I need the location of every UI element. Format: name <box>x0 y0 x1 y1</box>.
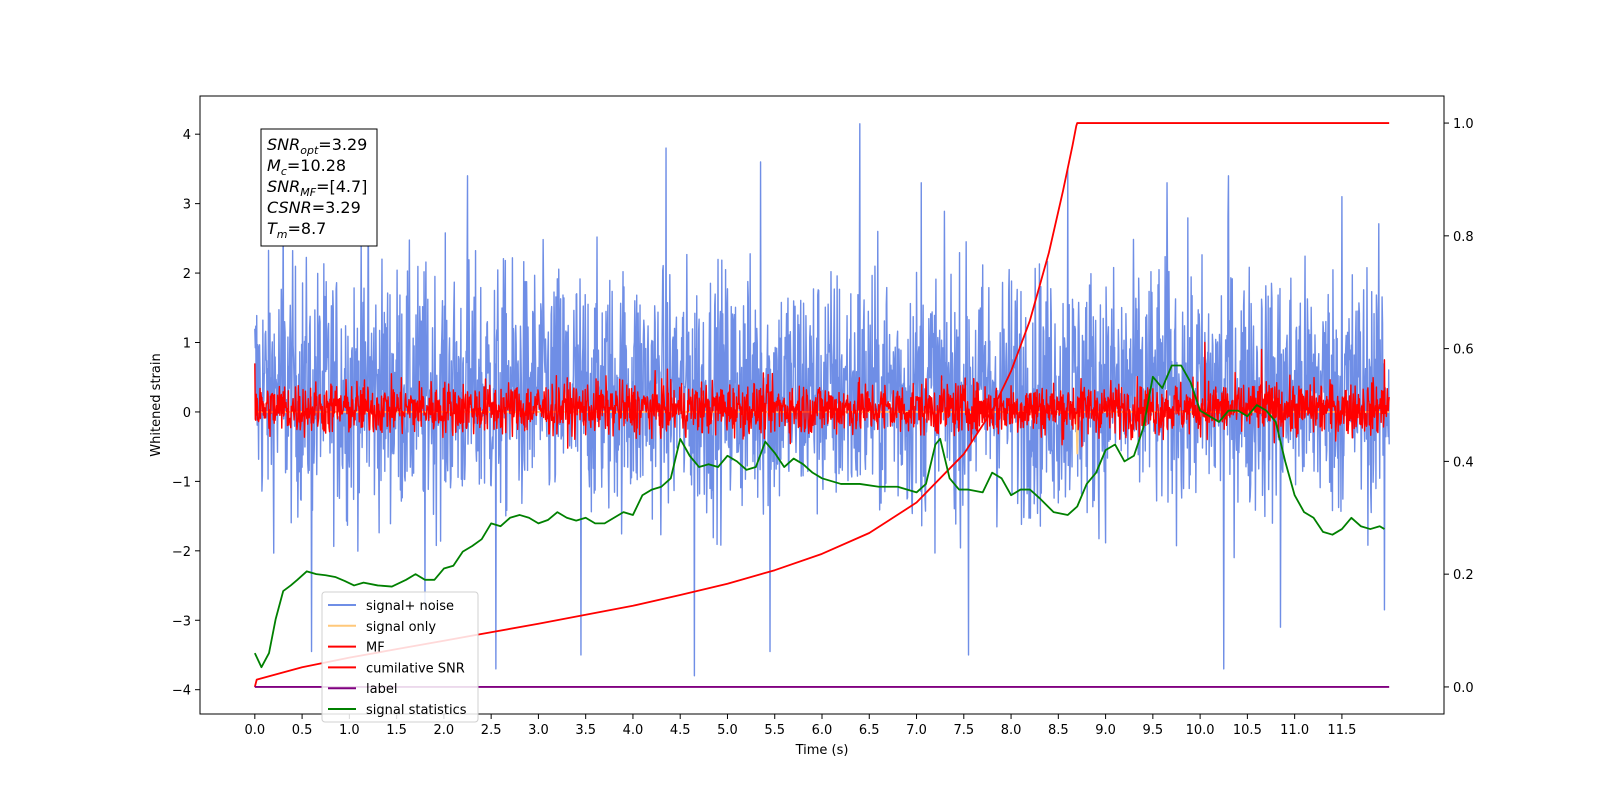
x-tick-label: 8.0 <box>1001 723 1022 738</box>
x-axis: 0.0 0.5 1.0 1.5 2.0 2.5 3.0 3.5 4.0 4.5 5.0 5.5 6.0 6… <box>244 714 1356 738</box>
series-mf <box>254 341 1390 449</box>
y-tick-label: −4 <box>172 684 191 699</box>
annotation-line: SNRMF=[4.7] <box>267 177 367 199</box>
legend: signal+ noise signal only MF cumilative SNR… <box>321 591 479 723</box>
x-tick-label: 1.0 <box>339 723 360 738</box>
x-tick-label: 5.0 <box>717 723 738 738</box>
y-tick-label: 2 <box>183 267 191 282</box>
annotation-subscript: m <box>277 228 288 241</box>
y-tick-label: −3 <box>172 614 191 629</box>
x-tick-label: 1.5 <box>386 723 407 738</box>
x-tick-label: 4.5 <box>670 723 691 738</box>
x-tick-label: 3.5 <box>575 723 596 738</box>
annotation-line: Mc=10.28 <box>267 156 346 178</box>
annotation-line: Tm=8.7 <box>267 219 326 241</box>
annotation-symbol: CSNR <box>267 198 312 217</box>
annotation-value: =3.29 <box>312 198 361 217</box>
annotation-value: =3.29 <box>318 135 367 154</box>
legend-entry: signal only <box>366 620 436 635</box>
annotation-line: SNRopt=3.29 <box>267 135 367 157</box>
annotation-symbol: SNR <box>267 177 300 196</box>
annotation-subscript: MF <box>300 186 316 199</box>
x-tick-label: 10.0 <box>1186 723 1215 738</box>
y-tick-label: 4 <box>183 128 191 143</box>
annotation-symbol: T <box>267 219 278 238</box>
legend-entry: label <box>366 682 397 697</box>
legend-frame <box>321 591 479 723</box>
x-tick-label: 11.5 <box>1327 723 1356 738</box>
y2-tick-label: 0.4 <box>1453 455 1474 470</box>
annotation-value: =8.7 <box>288 219 327 238</box>
x-tick-label: 5.5 <box>764 723 785 738</box>
x-tick-label: 7.0 <box>906 723 927 738</box>
annotation-value: =10.28 <box>287 156 346 175</box>
y-tick-label: −2 <box>172 545 191 560</box>
annotation-subscript: opt <box>300 144 319 157</box>
x-tick-label: 0.5 <box>292 723 313 738</box>
y-tick-label: 1 <box>183 337 191 352</box>
x-tick-label: 9.0 <box>1095 723 1116 738</box>
x-tick-label: 0.0 <box>244 723 265 738</box>
y-axis-right: 0.0 0.2 0.4 0.6 0.8 1.0 <box>1444 117 1474 696</box>
x-tick-label: 11.0 <box>1280 723 1309 738</box>
x-tick-label: 8.5 <box>1048 723 1069 738</box>
y-tick-label: 3 <box>183 198 191 213</box>
stats-annotation-box: SNRopt=3.29Mc=10.28SNRMF=[4.7]CSNR=3.29T… <box>260 128 378 247</box>
y2-tick-label: 0.0 <box>1453 681 1474 696</box>
annotation-subscript: c <box>281 165 287 178</box>
x-tick-label: 7.5 <box>953 723 974 738</box>
x-tick-label: 6.0 <box>812 723 833 738</box>
legend-entry: cumilative SNR <box>366 661 465 676</box>
x-tick-label: 10.5 <box>1233 723 1262 738</box>
x-tick-label: 6.5 <box>859 723 880 738</box>
legend-entry: signal+ noise <box>366 599 454 614</box>
y2-tick-label: 0.8 <box>1453 230 1474 245</box>
y2-tick-label: 0.2 <box>1453 568 1474 583</box>
y2-tick-label: 0.6 <box>1453 343 1474 358</box>
y-axis-label: Whitened strain <box>149 353 164 456</box>
series-signal-statistics <box>254 364 1385 669</box>
annotation-line: CSNR=3.29 <box>267 198 361 217</box>
x-tick-label: 3.0 <box>528 723 549 738</box>
y-tick-label: 0 <box>183 406 191 421</box>
annotation-symbol: M <box>267 156 281 175</box>
y-axis-left: −4 −3 −2 −1 0 1 2 3 4 <box>172 128 200 699</box>
annotation-value: =[4.7] <box>316 177 367 196</box>
y-tick-label: −1 <box>172 475 191 490</box>
annotation-symbol: SNR <box>267 135 300 154</box>
annotation-frame <box>260 128 378 247</box>
x-tick-label: 2.5 <box>481 723 502 738</box>
x-tick-label: 4.0 <box>623 723 644 738</box>
y2-tick-label: 1.0 <box>1453 117 1474 132</box>
legend-entry: MF <box>366 641 385 656</box>
legend-entry: signal statistics <box>366 703 467 718</box>
x-axis-label: Time (s) <box>795 743 849 758</box>
x-tick-label: 9.5 <box>1143 723 1164 738</box>
x-tick-label: 2.0 <box>434 723 455 738</box>
